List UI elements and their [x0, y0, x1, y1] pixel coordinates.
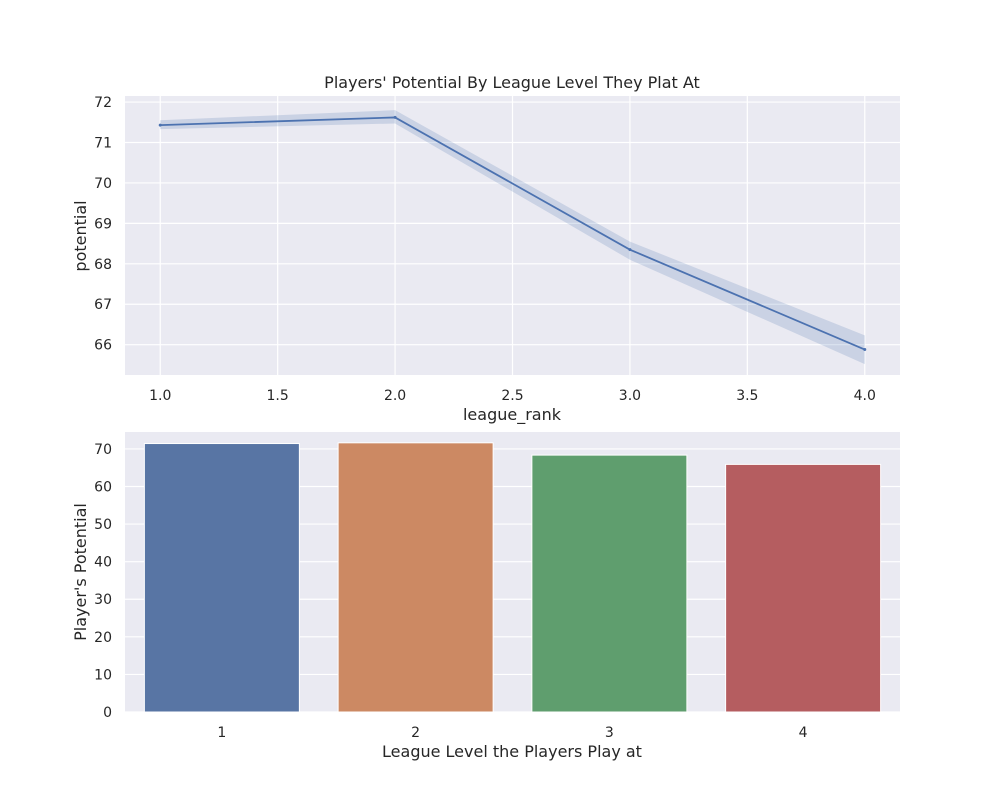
bar-y-tick-label: 50: [94, 517, 112, 533]
bar-y-tick-label: 70: [94, 442, 112, 458]
line-data-point: [158, 123, 162, 127]
line-gridlines: [125, 96, 900, 375]
line-chart: 1.0 1.5 2.0 2.5 3.0 3.5 4.0 66 67 68 69 70 71 72 Pla…: [71, 73, 900, 425]
line-x-tick-label: 4.0: [854, 388, 876, 404]
line-y-tick-label: 70: [94, 176, 112, 192]
bar-series-bars: [143, 442, 882, 713]
line-data-point: [628, 248, 632, 252]
bar-y-tick-label: 0: [103, 705, 112, 721]
bar-chart: 1 2 3 4 0 10 20 30 40 50 60 70 League Level the Pl…: [71, 432, 900, 761]
line-y-tick-label: 66: [94, 338, 112, 354]
bar-y-tick-label: 40: [94, 555, 112, 571]
bar-2: [337, 442, 494, 713]
line-series-points: [158, 115, 867, 352]
line-x-tick-label: 3.5: [736, 388, 758, 404]
bar-x-tick-labels: 1 2 3 4: [217, 725, 807, 741]
line-x-tick-label: 1.0: [149, 388, 171, 404]
line-y-tick-label: 67: [94, 297, 112, 313]
bar-y-tick-label: 60: [94, 479, 112, 495]
line-data-point: [393, 115, 397, 119]
line-y-tick-label: 68: [94, 257, 112, 273]
bar-x-tick-label: 3: [605, 725, 614, 741]
line-x-tick-label: 1.5: [267, 388, 289, 404]
line-y-tick-label: 69: [94, 216, 112, 232]
bar-x-tick-label: 2: [411, 725, 420, 741]
bar-4: [725, 463, 882, 713]
line-y-tick-label: 72: [94, 95, 112, 111]
line-series-path: [160, 116, 866, 351]
line-x-tick-label: 2.5: [501, 388, 523, 404]
line-chart-title: Players' Potential By League Level They …: [324, 73, 700, 92]
bar-y-tick-labels: 0 10 20 30 40 50 60 70: [94, 442, 112, 721]
bar-y-tick-label: 20: [94, 630, 112, 646]
bar-y-tick-label: 30: [94, 592, 112, 608]
line-x-tick-labels: 1.0 1.5 2.0 2.5 3.0 3.5 4.0: [149, 388, 876, 404]
line-x-tick-label: 2.0: [384, 388, 406, 404]
bar-x-axis-label: League Level the Players Play at: [382, 742, 642, 761]
bar-x-tick-label: 1: [217, 725, 226, 741]
bar-y-axis-label: Player's Potential: [71, 503, 90, 641]
line-x-tick-label: 3.0: [619, 388, 641, 404]
line-y-tick-label: 71: [94, 136, 112, 152]
line-x-axis-label: league_rank: [463, 405, 562, 425]
line-y-tick-labels: 66 67 68 69 70 71 72: [94, 95, 112, 354]
bar-y-tick-label: 10: [94, 667, 112, 683]
line-y-axis-label: potential: [71, 200, 90, 271]
line-data-point: [863, 348, 867, 352]
bar-3: [531, 454, 688, 713]
bar-1: [143, 443, 300, 713]
bar-x-tick-label: 4: [799, 725, 808, 741]
